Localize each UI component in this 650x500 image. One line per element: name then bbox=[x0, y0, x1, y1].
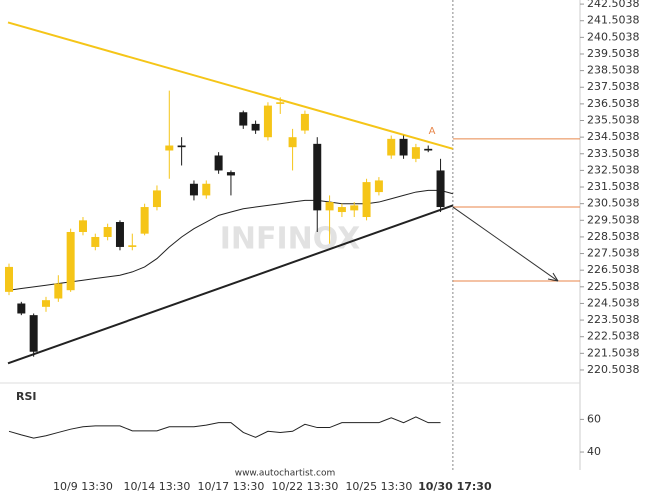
y-tick-label: 225.5038 bbox=[587, 280, 640, 293]
moving-average bbox=[8, 189, 454, 291]
candle-body bbox=[337, 207, 346, 213]
candle-body bbox=[165, 145, 174, 151]
candle-body bbox=[152, 190, 161, 208]
candle-body bbox=[91, 236, 100, 247]
y-tick-label: 233.5038 bbox=[587, 147, 640, 160]
y-tick-label: 237.5038 bbox=[587, 80, 640, 93]
candle-body bbox=[374, 180, 383, 193]
y-tick-label: 224.5038 bbox=[587, 296, 640, 309]
rsi-tick-label: 40 bbox=[587, 445, 601, 458]
candle-body bbox=[436, 170, 445, 208]
y-tick-label: 227.5038 bbox=[587, 247, 640, 260]
candle-body bbox=[189, 183, 198, 196]
y-tick-label: 240.5038 bbox=[587, 30, 640, 43]
y-tick-label: 239.5038 bbox=[587, 47, 640, 60]
candle-body bbox=[54, 283, 63, 299]
y-tick-label: 231.5038 bbox=[587, 180, 640, 193]
candle-body bbox=[214, 155, 223, 171]
y-tick-label: 223.5038 bbox=[587, 313, 640, 326]
candle-body bbox=[263, 105, 272, 138]
y-tick-label: 230.5038 bbox=[587, 197, 640, 210]
watermark: INFINOX bbox=[220, 222, 361, 257]
candle-body bbox=[66, 231, 75, 291]
candle-body bbox=[424, 148, 433, 151]
candle-body bbox=[300, 113, 309, 131]
x-tick-label: 10/25 13:30 bbox=[345, 480, 412, 493]
candle-body bbox=[29, 315, 38, 352]
candle-body bbox=[128, 245, 137, 247]
arrow-head bbox=[547, 272, 559, 282]
candle-body bbox=[115, 222, 124, 247]
y-tick-label: 232.5038 bbox=[587, 163, 640, 176]
y-tick-label: 235.5038 bbox=[587, 114, 640, 127]
y-tick-label: 222.5038 bbox=[587, 330, 640, 343]
x-tick-label: 10/9 13:30 bbox=[53, 480, 113, 493]
rsi-tick-label: 60 bbox=[587, 412, 601, 425]
footer: www.autochartist.com bbox=[235, 469, 336, 479]
y-tick-label: 242.5038 bbox=[587, 0, 640, 10]
y-tick-label: 220.5038 bbox=[587, 363, 640, 376]
candle-body bbox=[325, 202, 334, 211]
y-tick-label: 238.5038 bbox=[587, 64, 640, 77]
candle-body bbox=[226, 172, 235, 176]
candle-body bbox=[387, 138, 396, 156]
y-tick-label: 228.5038 bbox=[587, 230, 640, 243]
candle-body bbox=[202, 183, 211, 196]
y-tick-label: 234.5038 bbox=[587, 130, 640, 143]
rsi-label: RSI bbox=[16, 390, 37, 403]
candle-body bbox=[350, 205, 359, 211]
candle-body bbox=[17, 303, 26, 314]
support-line bbox=[7, 204, 454, 365]
candle-body bbox=[5, 266, 13, 292]
x-tick-label: 10/17 13:30 bbox=[197, 480, 264, 493]
candle-body bbox=[41, 300, 50, 307]
x-tick-label: 10/22 13:30 bbox=[271, 480, 338, 493]
candle-body bbox=[288, 137, 297, 148]
y-tick-label: 221.5038 bbox=[587, 346, 640, 359]
candle-body bbox=[399, 138, 408, 156]
candle-body bbox=[276, 102, 285, 104]
candle-body bbox=[140, 207, 149, 234]
y-tick-label: 229.5038 bbox=[587, 213, 640, 226]
y-tick-label: 241.5038 bbox=[587, 14, 640, 27]
x-tick-label: 10/14 13:30 bbox=[124, 480, 191, 493]
resistance-line bbox=[7, 21, 454, 150]
candle-body bbox=[239, 112, 248, 126]
candle-body bbox=[313, 143, 322, 211]
candle-body bbox=[251, 123, 260, 131]
candle-body bbox=[177, 145, 186, 148]
annotation: A bbox=[429, 126, 436, 137]
candle-body bbox=[411, 147, 420, 159]
x-tick-label: 10/30 17:30 bbox=[418, 480, 492, 493]
candle-body bbox=[103, 227, 112, 237]
rsi-line bbox=[8, 416, 441, 439]
y-tick-label: 236.5038 bbox=[587, 97, 640, 110]
y-tick-label: 226.5038 bbox=[587, 263, 640, 276]
forecast-arrow bbox=[452, 206, 559, 282]
candle-body bbox=[78, 220, 87, 232]
candle-body bbox=[362, 182, 371, 218]
